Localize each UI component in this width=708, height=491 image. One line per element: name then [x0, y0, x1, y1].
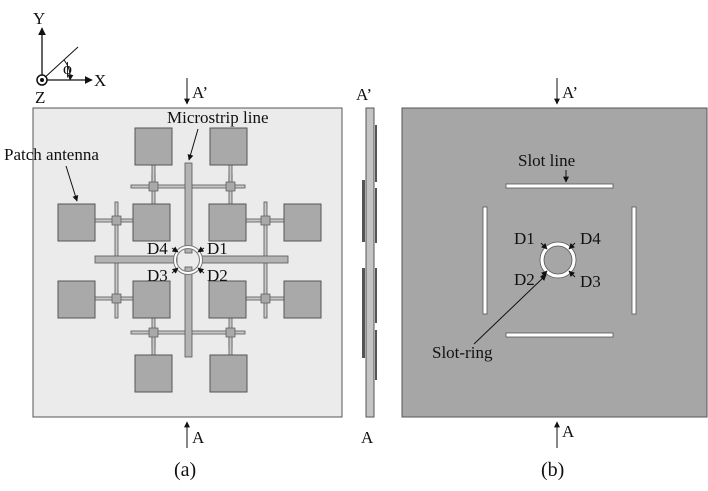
patch-inner-top-right	[208, 203, 247, 242]
caption-a: (a)	[174, 459, 196, 481]
patch-outer-top-right	[209, 127, 248, 166]
panel-b: D1 D4 D2 D3 A’ A Slot line Slot-ring (b)	[401, 78, 708, 481]
slot-line-right	[631, 206, 637, 315]
diode-label-d4-a: D4	[147, 239, 168, 258]
slot-line-bottom	[505, 332, 614, 338]
microstrip-line-top	[184, 162, 193, 254]
ground-plane	[401, 107, 708, 418]
y-axis-label: Y	[33, 9, 45, 28]
patch-outer-right-top	[283, 203, 322, 242]
slot-line-left	[482, 206, 488, 315]
diode-label-d2-a: D2	[207, 266, 228, 285]
caption-b: (b)	[541, 459, 564, 481]
patch-outer-right-bottom	[283, 280, 322, 319]
diode-label-d4-b: D4	[580, 229, 601, 248]
phi-direction-line	[41, 46, 79, 81]
patch-inner-bottom-left	[132, 280, 171, 319]
slot-ring-label: Slot-ring	[432, 343, 493, 362]
cut-label-top-a: A’	[192, 83, 208, 102]
substrate-top-view	[32, 107, 343, 418]
patch-antennas	[57, 127, 322, 393]
patch-inner-bottom-right	[208, 280, 247, 319]
x-axis-label: X	[94, 71, 106, 90]
side-view: A’ A	[356, 85, 377, 447]
panel-a: D4 D1 D3 D2 A’ A Microstrip line Patch a…	[4, 78, 343, 481]
microstrip-pointer	[187, 128, 199, 161]
slot-line-top	[505, 183, 614, 189]
diode-label-d3-a: D3	[147, 266, 168, 285]
diode-arrows-b	[540, 242, 576, 278]
phi-arc	[63, 59, 74, 81]
patch-outer-bottom-right	[209, 354, 248, 393]
microstrip-line-label: Microstrip line	[167, 108, 269, 127]
patch-outer-left-bottom	[57, 280, 96, 319]
junction-pads	[111, 181, 271, 338]
side-view-layers	[362, 125, 377, 380]
diode-label-d1-b: D1	[514, 229, 535, 248]
cut-label-bottom-b: A	[562, 422, 575, 441]
slot-ring-pointer	[473, 274, 547, 345]
diode-arrows-a	[171, 246, 205, 274]
substrate-side-view	[365, 107, 375, 418]
diode-label-d2-b: D2	[514, 270, 535, 289]
patch-outer-left-top	[57, 203, 96, 242]
diode-label-d3-b: D3	[580, 272, 601, 291]
microstrip-line-bottom	[184, 266, 193, 358]
cut-label-bottom-side: A	[361, 428, 374, 447]
slot-ring	[540, 242, 576, 278]
cut-label-top-b: A’	[562, 83, 578, 102]
cut-label-bottom-a: A	[192, 428, 205, 447]
z-axis-label: Z	[35, 88, 45, 107]
cut-label-top-side: A’	[356, 85, 372, 104]
patch-outer-bottom-left	[134, 354, 173, 393]
patch-antenna-label: Patch antenna	[4, 145, 99, 164]
patch-inner-top-left	[132, 203, 171, 242]
patch-outer-top-left	[134, 127, 173, 166]
diode-label-d1-a: D1	[207, 239, 228, 258]
patch-pointer	[65, 165, 79, 202]
coordinate-system: Y X Z ϕ	[33, 9, 106, 107]
slot-lines	[482, 183, 637, 338]
slot-line-label: Slot line	[518, 151, 575, 170]
phi-label: ϕ	[63, 59, 72, 78]
